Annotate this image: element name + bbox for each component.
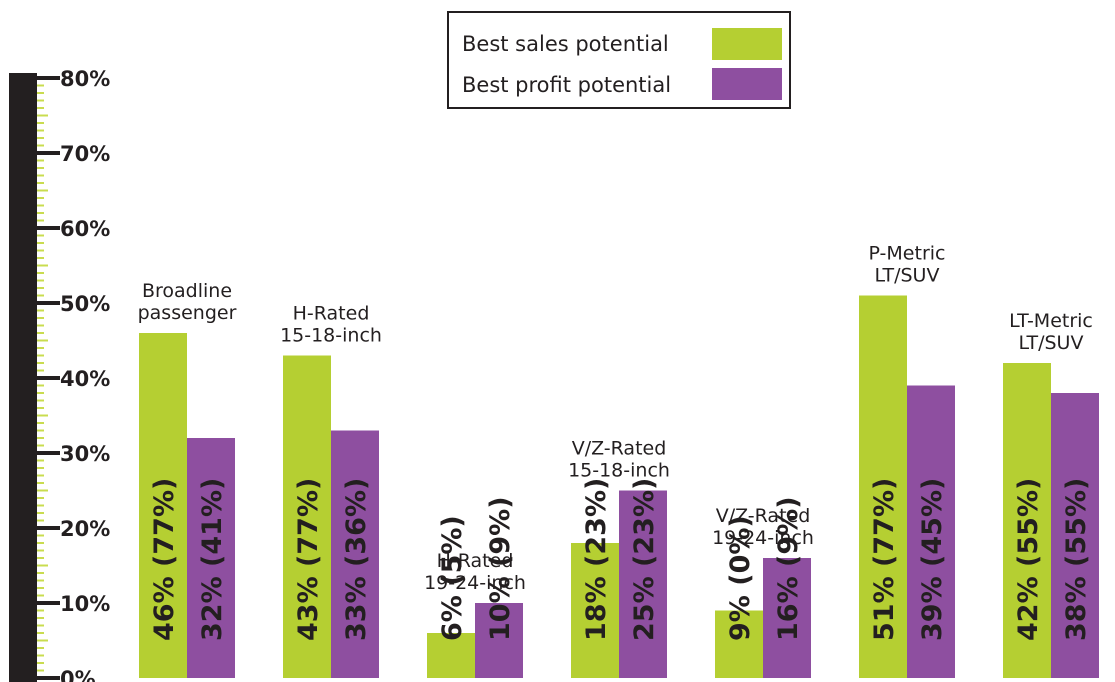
y-tick-label: 10% <box>60 592 110 616</box>
category-label-group: Broadline passenger H-Rated 15-18-inch H-Rat… <box>138 243 1093 595</box>
bar-profit <box>331 430 379 678</box>
bar-profit <box>907 385 955 678</box>
y-tick-label: 40% <box>60 367 110 391</box>
bar-value-label: 10% (9%) <box>485 496 516 641</box>
bar-value-label: 6% (5%) <box>437 515 468 641</box>
bar-value-label: 16% (9%) <box>773 496 804 641</box>
bar-value-label: 32% (41%) <box>197 478 228 641</box>
bar-value-label: 39% (45%) <box>917 478 948 641</box>
bar-value-label: 9% (0%) <box>725 515 756 641</box>
bar-sales <box>1003 363 1051 678</box>
bar-value-label: 38% (55%) <box>1061 478 1092 641</box>
category-label: V/Z-Rated 15-18-inch <box>568 438 670 482</box>
category-label: H-Rated 19-24-inch <box>424 550 526 594</box>
legend-swatch-sales <box>712 28 782 60</box>
bar-value-label: 46% (77%) <box>149 478 180 641</box>
legend-label-profit: Best profit potential <box>462 73 671 97</box>
bar-value-label: 51% (77%) <box>869 478 900 641</box>
category-label: Broadline passenger <box>138 280 237 324</box>
bar-sales <box>715 610 763 678</box>
bar-value-label: 42% (55%) <box>1013 478 1044 641</box>
bar-profit <box>619 490 667 678</box>
bar-sales <box>139 333 187 678</box>
bar-sales <box>859 295 907 678</box>
bar-value-label: 43% (77%) <box>293 478 324 641</box>
legend-label-sales: Best sales potential <box>462 32 669 56</box>
bar-sales <box>427 633 475 678</box>
bar-profit <box>475 603 523 678</box>
y-tick-label: 60% <box>60 217 110 241</box>
bar-profit <box>763 558 811 678</box>
y-tick-label: 70% <box>60 142 110 166</box>
bar-group <box>139 295 1099 678</box>
category-label: V/Z-Rated 19-24-inch <box>712 505 814 549</box>
y-tick-label: 0% <box>60 667 96 682</box>
bar-sales <box>283 355 331 678</box>
category-label: P-Metric LT/SUV <box>869 243 946 287</box>
bar-value-label: 18% (23%) <box>581 478 612 641</box>
legend: Best sales potential Best profit potenti… <box>447 11 791 109</box>
axis-spine <box>9 73 37 682</box>
category-label: H-Rated 15-18-inch <box>280 303 382 347</box>
bar-value-label: 25% (23%) <box>629 478 660 641</box>
legend-swatch-profit <box>712 68 782 100</box>
y-tick-label: 20% <box>60 517 110 541</box>
category-label: LT-Metric LT/SUV <box>1009 310 1093 354</box>
y-tick-label: 50% <box>60 292 110 316</box>
bar-profit <box>1051 393 1099 678</box>
y-axis: 0% 10% 20% 30% 40% 50% 60% 70% 80% <box>9 67 110 682</box>
y-tick-label: 80% <box>60 67 110 91</box>
bar-label-group: 46% (77%) 32% (41%) 43% (77%) 33% (36%) 6% (… <box>149 478 1092 641</box>
bar-value-label: 33% (36%) <box>341 478 372 641</box>
y-tick-label: 30% <box>60 442 110 466</box>
bar-sales <box>571 543 619 678</box>
bar-profit <box>187 438 235 678</box>
